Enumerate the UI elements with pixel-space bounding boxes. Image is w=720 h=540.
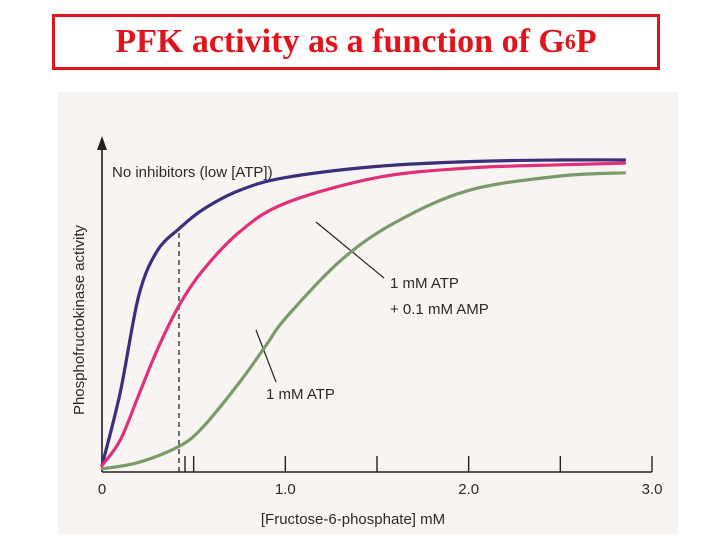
x-tick-label: 2.0 bbox=[458, 481, 479, 498]
x-tick-label: 0 bbox=[98, 481, 106, 498]
curve-atp-amp bbox=[100, 161, 627, 468]
figure-panel: No inhibitors (low [ATP]) 1 mM ATP + 0.1… bbox=[58, 92, 678, 534]
annotation-atp-amp-line2: + 0.1 mM AMP bbox=[390, 301, 489, 318]
x-tick-label: 1.0 bbox=[275, 481, 296, 498]
leader-atp-amp bbox=[315, 221, 385, 279]
x-tick-label: 3.0 bbox=[642, 481, 663, 498]
slide-title-main: PFK activity as a function of G bbox=[115, 23, 565, 60]
curve-atp bbox=[100, 171, 627, 471]
x-axis-title: [Fructose-6-phosphate] mM bbox=[261, 511, 445, 528]
annotation-atp-amp-line1: 1 mM ATP bbox=[390, 275, 459, 292]
annotation-no-inhibitors: No inhibitors (low [ATP]) bbox=[112, 164, 273, 181]
y-axis-arrow bbox=[97, 136, 107, 150]
leader-atp bbox=[255, 329, 277, 383]
slide-title-tail: P bbox=[575, 23, 597, 60]
pfk-activity-chart: No inhibitors (low [ATP]) 1 mM ATP + 0.1… bbox=[71, 136, 663, 528]
slide-title-subscript: 6 bbox=[564, 29, 576, 54]
curve-no-inhibitors bbox=[100, 158, 627, 468]
y-axis-title: Phosphofructokinase activity bbox=[71, 224, 88, 415]
annotation-atp: 1 mM ATP bbox=[266, 386, 335, 403]
